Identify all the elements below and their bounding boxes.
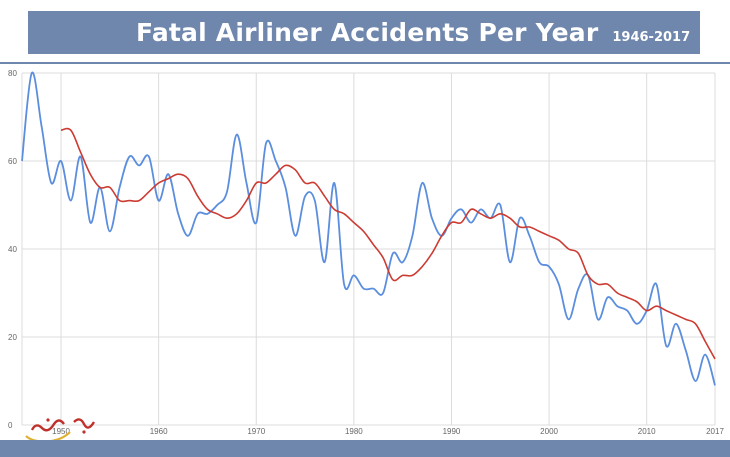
title-rule xyxy=(0,62,730,64)
chart-title: Fatal Airliner Accidents Per Year xyxy=(136,18,599,47)
x-axis-ticks: 1950 1960 1970 1980 1990 2000 2010 2017 xyxy=(52,427,724,436)
y-tick-label: 20 xyxy=(8,333,17,342)
series-lines xyxy=(21,71,716,386)
x-tick-label: 1960 xyxy=(150,427,168,436)
y-tick-label: 60 xyxy=(8,157,17,166)
series-line-trend xyxy=(60,127,716,360)
y-tick-label: 40 xyxy=(8,245,17,254)
chart-subtitle: 1946-2017 xyxy=(612,30,691,45)
x-tick-label: 2010 xyxy=(638,427,656,436)
line-chart: 0 20 40 60 80 1950 1960 1970 1980 1990 2000 2010 20… xyxy=(8,69,724,436)
title-banner: Fatal Airliner Accidents Per Year 1946-2… xyxy=(28,11,700,54)
grid-lines xyxy=(21,72,716,426)
x-tick-label: 2017 xyxy=(706,427,724,436)
y-tick-label: 0 xyxy=(8,421,13,430)
x-tick-label: 2000 xyxy=(540,427,558,436)
series-line-yearly xyxy=(21,71,716,386)
x-tick-label: 1970 xyxy=(247,427,265,436)
y-tick-label: 80 xyxy=(8,69,17,78)
x-tick-label: 1980 xyxy=(345,427,363,436)
x-tick-label: 1950 xyxy=(52,427,70,436)
x-tick-label: 1990 xyxy=(443,427,461,436)
footer-bar xyxy=(0,440,730,457)
y-axis-ticks: 0 20 40 60 80 xyxy=(8,69,17,430)
